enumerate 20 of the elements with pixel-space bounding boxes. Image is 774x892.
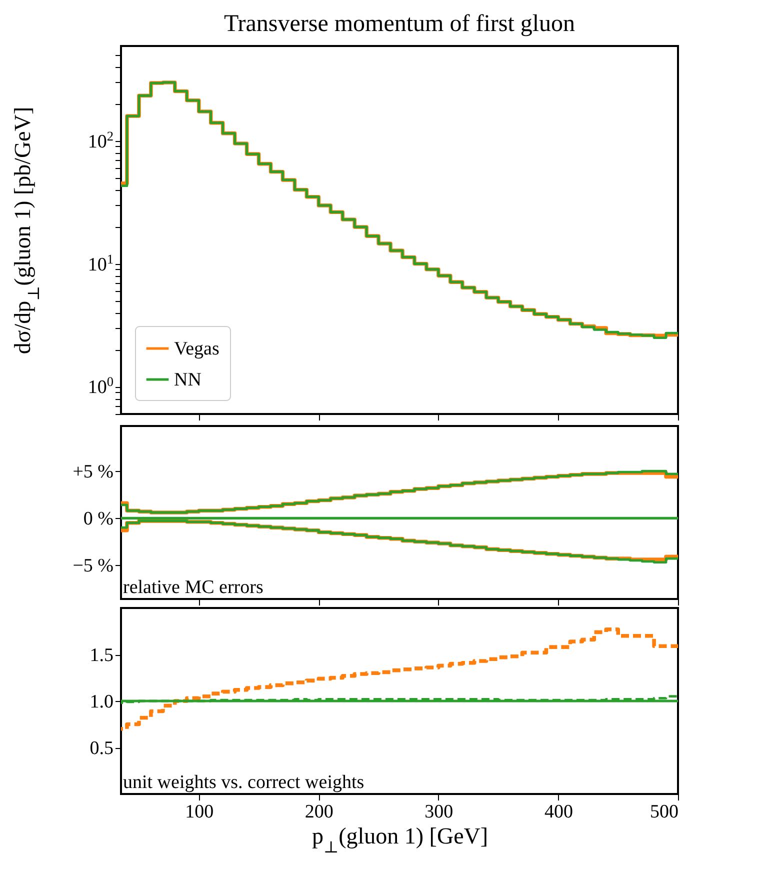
y-tick-label: +5 % — [72, 462, 114, 483]
annotation: unit weights vs. correct weights — [123, 772, 364, 793]
y-tick-label: 1.5 — [90, 645, 114, 666]
y-tick-label: 1.0 — [90, 692, 114, 712]
x-axis-title: p$_{⊥}$(gluon 1) [GeV] — [312, 824, 488, 856]
y-tick-label: 10$^{2}$ — [88, 128, 114, 152]
y-tick-label: −5 % — [72, 556, 114, 577]
legend-label: Vegas — [174, 338, 220, 360]
x-tick-label: 400 — [544, 802, 573, 822]
y-tick-label: 10$^{1}$ — [88, 250, 114, 276]
x-tick-label: 300 — [424, 802, 454, 822]
chart-title: Transverse momentum of first gluon — [224, 10, 576, 37]
y-tick-label: 10$^{0}$ — [88, 374, 114, 398]
annotation: relative MC errors — [123, 577, 264, 598]
x-tick-label: 500 — [650, 802, 678, 822]
y-tick-label: 0 % — [83, 508, 114, 530]
y-tick-label: 0.5 — [90, 738, 114, 759]
x-tick-label: 100 — [185, 802, 214, 822]
legend-label: NN — [174, 370, 202, 390]
x-tick-label: 200 — [304, 802, 334, 822]
